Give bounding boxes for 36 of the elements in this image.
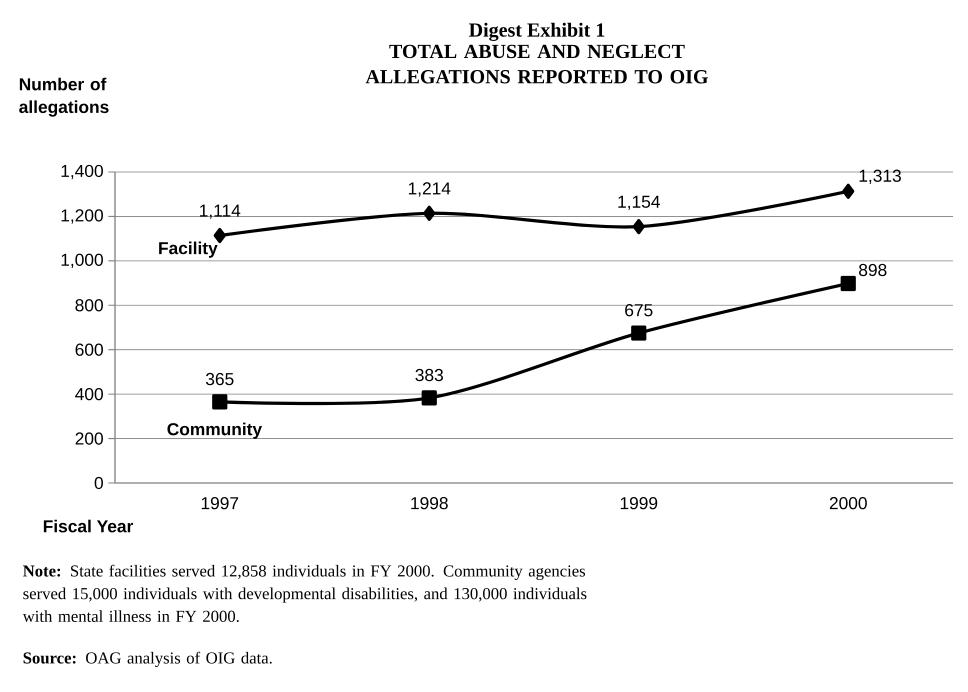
chart-subtitle: TOTAL ABUSE AND NEGLECT ALLEGATIONS REPORTED TO OIG [366,44,708,84]
text: Source: OAG analysis of OIG data. [24,652,272,668]
data-label: 383 [415,368,443,382]
point [631,325,646,341]
x-tick-label: 1997 [202,497,238,510]
series-label: Facility [159,242,218,258]
x-tick-label: 1999 [620,497,658,510]
text: Note: State facilities served 12,858 individuals in FY 2000. Community agencies served 15,000 individuals with developmental disabilities, and 130,000 individuals with mental illness in FY 2000. [22,564,586,622]
x-tick-label: 1998 [411,497,448,510]
y-tick-label: 800 [75,299,103,312]
data-label: 675 [625,304,652,316]
point [423,206,436,221]
y-tick-label: 600 [76,344,103,356]
point [840,276,856,292]
data-label: 1,313 [860,170,901,184]
point [212,394,228,410]
y-tick-label: 1,000 [62,254,103,268]
series-label: Community [167,422,262,439]
data-label: 1,214 [408,182,450,197]
y-tick-label: 200 [76,432,103,445]
data-label: 1,154 [618,196,660,210]
y-tick-label: 0 [94,476,103,490]
y-tick-label: 1,200 [62,209,103,224]
y-axis-title: Number of allegations [19,78,109,117]
data-label: 365 [206,372,234,386]
x-tick-label: 2000 [830,497,867,510]
point [422,390,437,406]
data-label: 898 [859,264,886,276]
chart-title: Digest Exhibit 1 [469,22,604,41]
data-label: 1,114 [200,204,240,219]
x-axis-title: Fiscal Year [44,520,134,532]
point [842,184,854,199]
point [632,219,645,234]
point [214,228,226,244]
y-tick-label: 1,400 [62,164,103,180]
y-tick-label: 400 [75,388,103,400]
